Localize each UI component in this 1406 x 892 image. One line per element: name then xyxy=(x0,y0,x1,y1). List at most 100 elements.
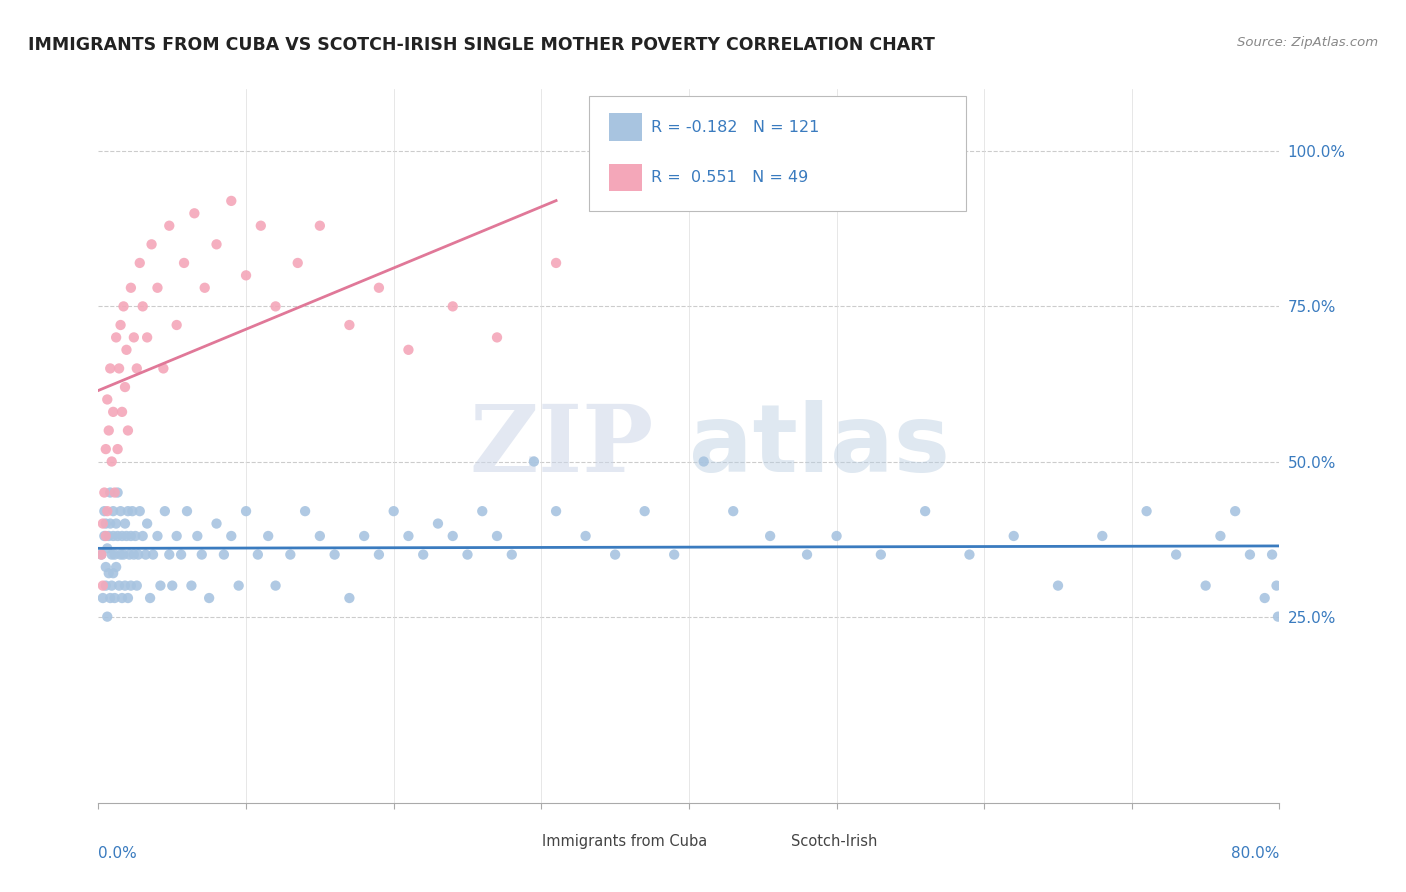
Point xyxy=(127,548,149,562)
Point xyxy=(93,485,115,500)
Point xyxy=(100,548,122,562)
Point xyxy=(105,516,128,531)
Text: 0.0%: 0.0% xyxy=(98,846,138,861)
Point xyxy=(108,579,131,593)
Point xyxy=(97,566,120,581)
Point xyxy=(162,579,183,593)
Point xyxy=(117,591,139,605)
Text: ZIP: ZIP xyxy=(470,401,654,491)
Point xyxy=(198,591,221,605)
Point xyxy=(122,548,145,562)
Point xyxy=(90,548,112,562)
Point xyxy=(323,548,346,562)
Point xyxy=(128,256,150,270)
Point xyxy=(246,548,269,562)
Point xyxy=(91,579,114,593)
Point xyxy=(1091,529,1114,543)
Point xyxy=(264,579,287,593)
Point xyxy=(723,504,745,518)
Point xyxy=(96,392,118,407)
Point xyxy=(382,504,405,518)
Point xyxy=(605,548,627,562)
Point xyxy=(152,361,174,376)
Point xyxy=(114,579,136,593)
Point xyxy=(157,548,180,562)
Point xyxy=(104,591,127,605)
Point xyxy=(235,504,257,518)
Point xyxy=(287,256,309,270)
Point xyxy=(104,485,127,500)
Point xyxy=(94,560,117,574)
Point xyxy=(339,591,361,605)
Point xyxy=(186,529,208,543)
Point xyxy=(427,516,450,531)
Point xyxy=(91,591,114,605)
Point xyxy=(139,591,162,605)
Point xyxy=(128,504,150,518)
Point xyxy=(157,219,180,233)
Point xyxy=(103,566,125,581)
Point xyxy=(107,442,129,456)
Point xyxy=(90,548,112,562)
Point xyxy=(205,237,228,252)
Point xyxy=(135,548,157,562)
Text: Immigrants from Cuba: Immigrants from Cuba xyxy=(543,834,707,849)
Point xyxy=(1265,579,1288,593)
Point xyxy=(1261,548,1284,562)
Point xyxy=(523,454,546,468)
Text: Scotch-Irish: Scotch-Irish xyxy=(790,834,877,849)
Point xyxy=(398,529,420,543)
Point xyxy=(486,529,509,543)
Point xyxy=(112,548,135,562)
Point xyxy=(870,548,893,562)
Point xyxy=(228,579,250,593)
Point xyxy=(125,361,148,376)
Point xyxy=(103,529,125,543)
FancyBboxPatch shape xyxy=(609,113,641,141)
Point xyxy=(100,579,122,593)
Point xyxy=(546,256,568,270)
Point xyxy=(96,504,118,518)
Point xyxy=(294,504,316,518)
Point xyxy=(664,548,686,562)
Point xyxy=(91,516,114,531)
Point xyxy=(111,591,134,605)
Point xyxy=(1046,579,1070,593)
Point xyxy=(96,541,118,556)
Point xyxy=(1195,579,1218,593)
Point xyxy=(221,529,243,543)
Point xyxy=(97,424,120,438)
Point xyxy=(309,529,332,543)
Point xyxy=(136,330,159,344)
Point xyxy=(212,548,235,562)
Point xyxy=(368,281,391,295)
FancyBboxPatch shape xyxy=(506,831,536,853)
Point xyxy=(1239,548,1261,562)
Point xyxy=(575,529,598,543)
Text: Source: ZipAtlas.com: Source: ZipAtlas.com xyxy=(1237,36,1378,49)
Point xyxy=(1209,529,1232,543)
Point xyxy=(104,548,127,562)
Point xyxy=(1267,609,1289,624)
Point xyxy=(257,529,280,543)
Point xyxy=(280,548,302,562)
Point xyxy=(194,281,217,295)
Point xyxy=(94,442,117,456)
Point xyxy=(264,299,287,313)
Point xyxy=(117,504,139,518)
Point xyxy=(117,424,139,438)
Point xyxy=(114,380,136,394)
FancyBboxPatch shape xyxy=(609,164,641,191)
Text: atlas: atlas xyxy=(689,400,950,492)
Point xyxy=(105,560,128,574)
Point xyxy=(1002,529,1025,543)
Point xyxy=(111,405,134,419)
Text: 80.0%: 80.0% xyxy=(1232,846,1279,861)
Point xyxy=(166,318,188,332)
Point xyxy=(486,330,509,344)
Point xyxy=(250,219,273,233)
Point xyxy=(98,516,121,531)
Point xyxy=(1166,548,1188,562)
FancyBboxPatch shape xyxy=(589,96,966,211)
Point xyxy=(122,330,145,344)
